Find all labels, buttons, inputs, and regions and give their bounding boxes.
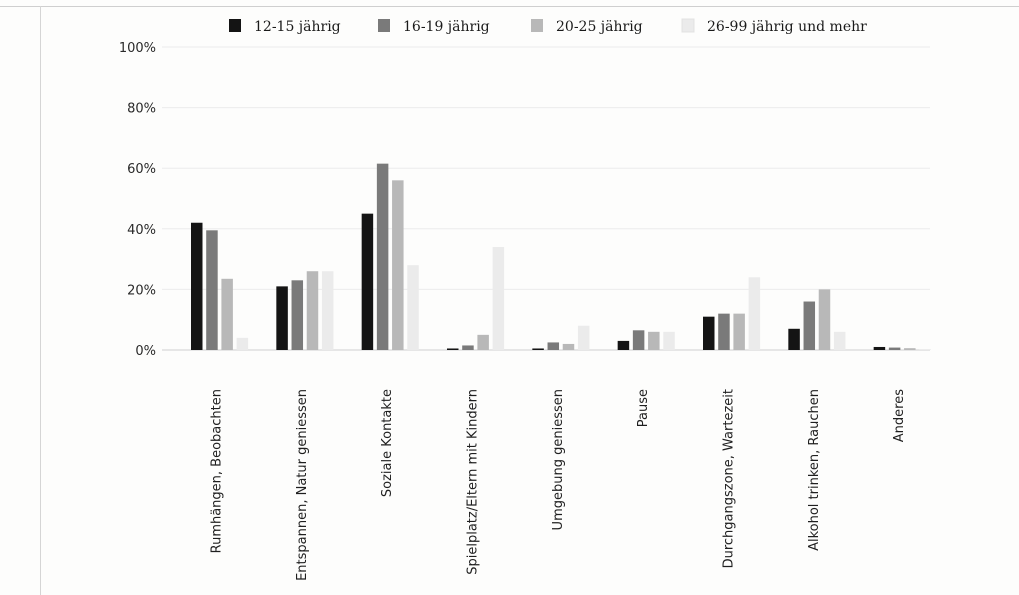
- bar-3: [392, 180, 404, 350]
- y-axis: 0% 20% 40% 60% 80% 100%: [119, 41, 156, 359]
- bar-2: [376, 163, 389, 350]
- bar-3: [733, 313, 745, 350]
- bar-2: [206, 230, 218, 350]
- bar-2: [888, 347, 901, 350]
- bar-1: [788, 328, 800, 350]
- bar-3: [904, 348, 916, 350]
- y-tick-label: 0%: [135, 344, 156, 359]
- bar-2: [462, 345, 474, 350]
- bar-2: [547, 342, 560, 350]
- y-tick-label: 40%: [127, 223, 156, 238]
- legend-swatch: [229, 19, 241, 32]
- bar-1: [703, 316, 715, 350]
- bar-4: [919, 349, 931, 350]
- x-category-label: Entspannen, Natur geniessen: [295, 389, 310, 581]
- bars: [191, 163, 931, 350]
- bar-3: [477, 334, 489, 350]
- legend-label: 26-99 jährig und mehr: [707, 19, 867, 35]
- bar-4: [407, 265, 419, 350]
- y-tick-label: 80%: [127, 102, 156, 117]
- legend-swatch: [378, 19, 390, 32]
- legend-label: 12-15 jährig: [254, 19, 341, 35]
- legend: 12-15 jährig 16-19 jährig 20-25 jährig 26-9…: [229, 18, 867, 35]
- bar-1: [191, 222, 203, 350]
- gridlines: [162, 46, 930, 351]
- bar-4: [663, 331, 675, 350]
- x-category-label: Umgebung geniessen: [551, 389, 566, 530]
- y-tick-label: 20%: [127, 283, 156, 298]
- bar-1: [532, 348, 544, 350]
- legend-swatch: [681, 18, 695, 33]
- bar-4: [492, 246, 505, 350]
- x-category-label: Spielplatz/Eltern mit Kindern: [466, 389, 481, 575]
- x-category-label: Alkohol trinken, Rauchen: [807, 389, 822, 551]
- bar-4: [321, 271, 334, 350]
- x-category-label: Anderes: [892, 389, 907, 442]
- bar-4: [833, 331, 846, 350]
- bar-2: [291, 280, 304, 350]
- frame-top-border: [0, 6, 1019, 7]
- y-tick-label: 100%: [119, 41, 156, 56]
- bar-1: [361, 213, 374, 350]
- bar-1: [276, 286, 288, 350]
- bar-2: [718, 313, 730, 350]
- bar-4: [236, 337, 249, 350]
- x-axis-labels: Rumhängen, Beobachten Entspannen, Natur g…: [210, 389, 908, 581]
- x-category-label: Rumhängen, Beobachten: [210, 389, 225, 553]
- bar-1: [447, 348, 459, 350]
- bar-3: [221, 278, 233, 350]
- legend-swatch: [531, 19, 543, 32]
- frame-left-border: [40, 6, 41, 595]
- legend-label: 16-19 jährig: [403, 19, 490, 35]
- bar-2: [803, 301, 816, 350]
- y-tick-label: 60%: [127, 162, 156, 177]
- legend-label: 20-25 jährig: [556, 19, 643, 35]
- x-category-label: Durchgangszone, Wartezeit: [722, 389, 737, 568]
- bar-1: [617, 340, 630, 350]
- bar-4: [577, 325, 590, 350]
- bar-3: [306, 271, 319, 350]
- bar-2: [632, 330, 645, 350]
- x-category-label: Pause: [636, 389, 651, 427]
- x-category-label: Soziale Kontakte: [380, 389, 395, 497]
- bar-3: [562, 343, 575, 350]
- bar-1: [873, 346, 886, 350]
- bar-3: [648, 331, 660, 350]
- bar-3: [818, 289, 831, 350]
- bar-4: [748, 277, 761, 350]
